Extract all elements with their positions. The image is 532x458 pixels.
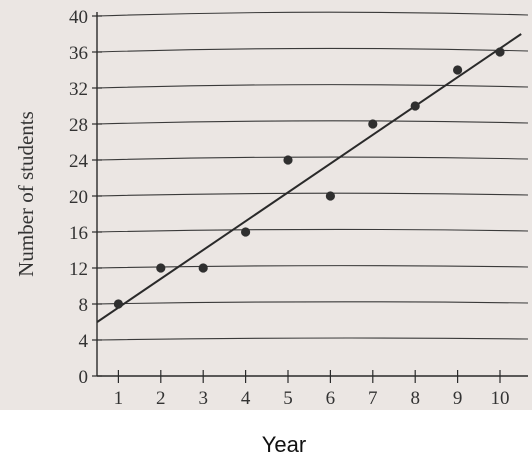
x-tick-label: 3 [198, 388, 208, 409]
y-tick-label: 8 [79, 295, 89, 316]
x-tick-label: 7 [368, 388, 378, 409]
data-point [325, 191, 335, 201]
data-point [156, 263, 166, 273]
y-tick-label: 28 [69, 115, 88, 136]
y-axis-label: Number of students [14, 111, 38, 277]
gridline [96, 84, 529, 89]
gridline [96, 228, 529, 233]
y-tick-label: 0 [79, 367, 89, 388]
gridline [96, 265, 529, 269]
trend-line-group [96, 33, 522, 323]
x-tick-label: 2 [156, 388, 166, 409]
gridline [96, 47, 529, 53]
x-tick-label: 9 [453, 388, 463, 409]
data-point [410, 101, 420, 111]
y-tick-label: 36 [69, 43, 88, 64]
x-tick-label: 8 [410, 388, 420, 409]
y-tick-label: 4 [79, 331, 89, 352]
axes [92, 12, 528, 383]
gridline [96, 120, 529, 125]
data-point [453, 65, 463, 75]
data-point [283, 155, 293, 165]
y-tick-label: 32 [69, 79, 88, 100]
x-tick-label: 10 [491, 388, 510, 409]
trend-line [96, 33, 522, 323]
data-point [241, 227, 251, 237]
x-tick-label: 4 [241, 388, 251, 409]
y-tick-label: 16 [69, 223, 88, 244]
data-point [495, 47, 505, 57]
data-point [198, 263, 208, 273]
gridline [96, 192, 529, 197]
gridline [96, 11, 529, 17]
x-tick-label: 5 [283, 388, 293, 409]
x-tick-label: 6 [326, 388, 336, 409]
chart-paper-background [0, 0, 532, 410]
y-tick-label: 20 [69, 187, 88, 208]
y-tick-label: 40 [69, 7, 88, 28]
y-tick-label: 12 [69, 259, 88, 280]
x-tick-label: 1 [114, 388, 124, 409]
data-point [113, 299, 123, 309]
gridline [96, 337, 529, 341]
data-points [113, 47, 505, 309]
gridline [96, 301, 529, 305]
gridlines [96, 11, 529, 341]
y-tick-label: 24 [69, 151, 89, 172]
gridline [96, 156, 529, 161]
data-point [368, 119, 378, 129]
x-axis-label: Year [262, 432, 306, 457]
